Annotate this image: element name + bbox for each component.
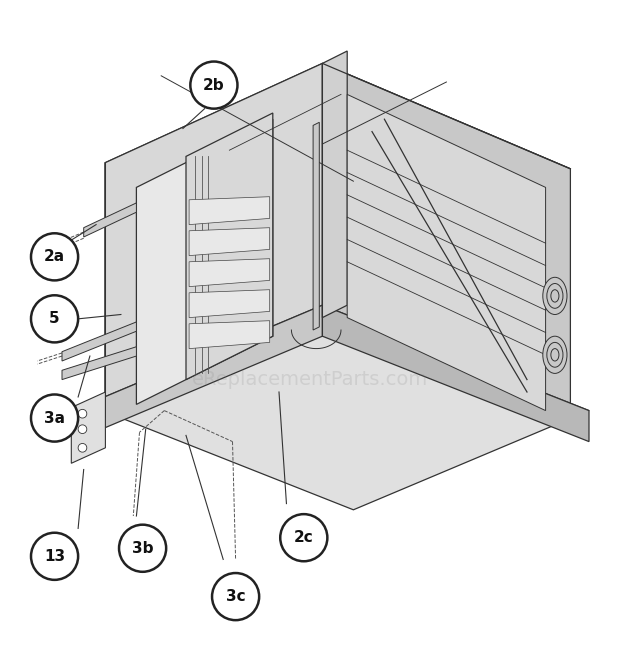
Polygon shape (189, 228, 270, 255)
Circle shape (78, 409, 87, 418)
Ellipse shape (547, 343, 563, 367)
Text: 2a: 2a (44, 249, 65, 265)
Ellipse shape (543, 277, 567, 315)
Circle shape (31, 533, 78, 580)
Circle shape (31, 395, 78, 442)
Circle shape (31, 233, 78, 280)
Polygon shape (322, 51, 347, 317)
Ellipse shape (551, 348, 559, 361)
Polygon shape (71, 392, 105, 463)
Polygon shape (189, 290, 270, 317)
Polygon shape (347, 94, 546, 411)
Polygon shape (322, 63, 570, 423)
Text: 2c: 2c (294, 530, 314, 545)
Text: 13: 13 (44, 549, 65, 564)
Polygon shape (87, 305, 589, 510)
Polygon shape (62, 346, 136, 379)
Circle shape (190, 61, 237, 109)
Polygon shape (84, 203, 136, 237)
Text: 2b: 2b (203, 78, 224, 92)
Circle shape (78, 444, 87, 452)
Polygon shape (189, 321, 270, 348)
Text: 3b: 3b (132, 541, 153, 556)
Text: 3c: 3c (226, 589, 246, 604)
Polygon shape (105, 63, 322, 417)
Polygon shape (189, 259, 270, 286)
Circle shape (212, 573, 259, 620)
Polygon shape (136, 119, 273, 405)
Text: 3a: 3a (44, 411, 65, 426)
Circle shape (119, 525, 166, 572)
Circle shape (78, 425, 87, 434)
Polygon shape (313, 122, 319, 330)
Polygon shape (189, 197, 270, 224)
Circle shape (31, 295, 78, 343)
Text: 5: 5 (49, 312, 60, 326)
Polygon shape (87, 305, 322, 436)
Ellipse shape (551, 290, 559, 302)
Polygon shape (62, 322, 136, 361)
Polygon shape (322, 305, 589, 442)
Circle shape (280, 514, 327, 561)
Ellipse shape (547, 284, 563, 308)
Polygon shape (105, 63, 570, 268)
Polygon shape (186, 113, 273, 379)
Ellipse shape (543, 336, 567, 374)
Text: eReplacementParts.com: eReplacementParts.com (192, 370, 428, 389)
